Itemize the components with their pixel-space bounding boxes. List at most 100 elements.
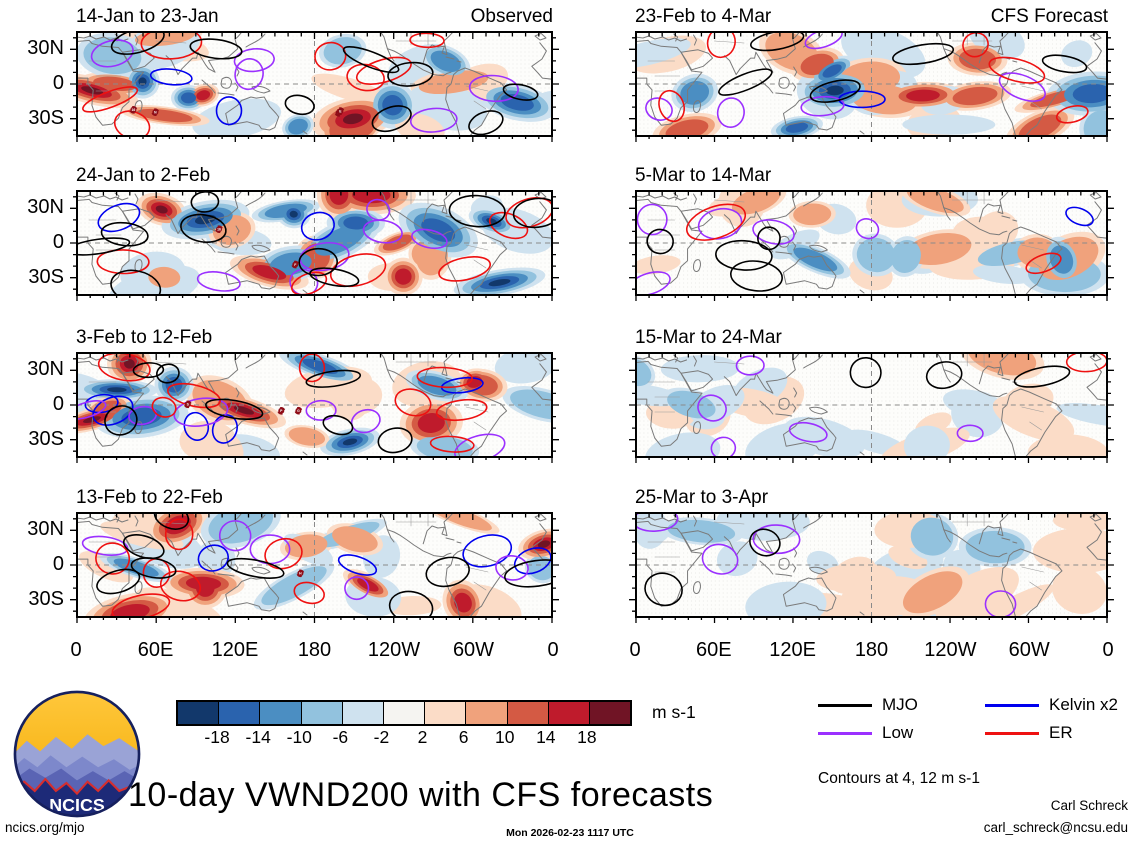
y-axis-label: 30S bbox=[28, 107, 64, 130]
panel-observed-3: 3-Feb to 12-Feb P G S bbox=[70, 324, 559, 463]
cyclone-icon: F bbox=[291, 260, 300, 269]
colorbar-cell bbox=[425, 702, 467, 724]
y-axis-label: 0 bbox=[52, 553, 64, 575]
cyclone-icon: P bbox=[277, 406, 286, 415]
map-panel: NL16E bbox=[70, 31, 559, 142]
svg-text:16: 16 bbox=[132, 108, 136, 112]
x-axis-label: 60W bbox=[1008, 639, 1050, 661]
colorbar-tick-label: 14 bbox=[536, 727, 556, 747]
map-panel bbox=[629, 512, 1114, 623]
cyclone-icon: G bbox=[294, 406, 303, 415]
site-link[interactable]: ncics.org/mjo bbox=[5, 820, 85, 835]
colorbar-cell bbox=[301, 702, 343, 724]
panel-title: 5-Mar to 14-Mar bbox=[635, 165, 772, 186]
colorbar-cell bbox=[466, 702, 508, 724]
colorbar-tick-label: 6 bbox=[458, 727, 469, 747]
panel-forecast-4: 25-Mar to 3-Apr bbox=[629, 484, 1114, 623]
panel-header: 23-Feb to 4-Mar CFS Forecast bbox=[635, 3, 1108, 29]
colorbar bbox=[176, 700, 632, 726]
x-axis-label: 0 bbox=[547, 639, 559, 661]
x-axis-label: 60E bbox=[696, 639, 732, 661]
map-panel: P G S bbox=[70, 352, 559, 463]
panel-header: 25-Mar to 3-Apr bbox=[635, 484, 1108, 510]
panel-corner-label: Observed bbox=[470, 6, 553, 27]
cyclone-icon: E bbox=[336, 107, 345, 115]
map-panel: F 16 bbox=[70, 190, 559, 301]
svg-text:N: N bbox=[154, 111, 157, 115]
panel-observed-1: 14-Jan to 23-Jan Observed NL16E bbox=[70, 3, 559, 142]
legend-line-swatch bbox=[985, 704, 1039, 707]
x-axis-label: 0 bbox=[70, 639, 82, 661]
map-panel: H bbox=[70, 512, 559, 623]
colorbar-tick-label: 10 bbox=[494, 727, 515, 747]
legend-line-swatch bbox=[985, 732, 1039, 735]
x-axis-label: 120W bbox=[924, 639, 977, 661]
author-name: Carl Schreck bbox=[1050, 798, 1128, 813]
panel-title: 3-Feb to 12-Feb bbox=[76, 327, 213, 348]
colorbar-tick-label: -2 bbox=[373, 727, 390, 747]
x-axis-label: 60E bbox=[137, 639, 174, 661]
panel-header: 15-Mar to 24-Mar bbox=[635, 324, 1108, 350]
y-axis-label: 30N bbox=[27, 517, 64, 540]
map-panel bbox=[629, 352, 1114, 463]
panel-corner-label: CFS Forecast bbox=[990, 6, 1108, 27]
panel-title: 15-Mar to 24-Mar bbox=[635, 327, 782, 348]
panel-title: 25-Mar to 3-Apr bbox=[635, 487, 769, 508]
colorbar-cell bbox=[178, 702, 220, 724]
colorbar-cell bbox=[548, 702, 590, 724]
legend-label: Kelvin x2 bbox=[1049, 695, 1118, 714]
x-axis-label: 180 bbox=[297, 639, 332, 661]
panel-header: 5-Mar to 14-Mar bbox=[635, 162, 1108, 188]
colorbar-cell bbox=[507, 702, 549, 724]
colorbar-cell bbox=[219, 702, 261, 724]
x-axis-label: 180 bbox=[854, 639, 889, 661]
colorbar-cell bbox=[383, 702, 426, 724]
cyclone-icon: H bbox=[296, 569, 305, 578]
y-axis-label: 30N bbox=[27, 357, 64, 380]
figure-title: 10-day VWND200 with CFS forecasts bbox=[128, 776, 714, 814]
cyclone-icon: 16 bbox=[215, 225, 223, 234]
x-axis-label: 120E bbox=[211, 639, 259, 661]
y-axis-label: 30S bbox=[28, 588, 64, 611]
panel-header: 24-Jan to 2-Feb bbox=[76, 162, 553, 188]
svg-text:S: S bbox=[187, 403, 190, 407]
legend-label: MJO bbox=[882, 695, 918, 714]
panel-forecast-1: 23-Feb to 4-Mar CFS Forecast bbox=[629, 3, 1114, 142]
map-panel bbox=[629, 190, 1114, 301]
colorbar-cell bbox=[260, 702, 302, 724]
panel-forecast-2: 5-Mar to 14-Mar bbox=[629, 162, 1114, 301]
legend-label: ER bbox=[1049, 723, 1073, 742]
panel-header: 3-Feb to 12-Feb bbox=[76, 324, 553, 350]
cyclone-icon: N bbox=[151, 108, 160, 117]
panel-title: 23-Feb to 4-Mar bbox=[635, 6, 772, 27]
ncics-logo: NCICS bbox=[13, 690, 141, 818]
colorbar-unit-label: m s-1 bbox=[652, 702, 696, 722]
legend-line-swatch bbox=[818, 704, 872, 707]
author-email[interactable]: carl_schreck@ncsu.edu bbox=[983, 820, 1128, 835]
logo-red-ridge bbox=[14, 777, 140, 796]
panel-title: 13-Feb to 22-Feb bbox=[76, 487, 223, 508]
panel-forecast-3: 15-Mar to 24-Mar bbox=[629, 324, 1114, 463]
contour-note: Contours at 4, 12 m s-1 bbox=[818, 770, 980, 787]
colorbar-tick-label: -10 bbox=[286, 727, 312, 747]
y-axis-label: 30N bbox=[27, 36, 64, 59]
panel-title: 24-Jan to 2-Feb bbox=[76, 165, 211, 186]
colorbar-tick-label: -18 bbox=[204, 727, 230, 747]
svg-text:16: 16 bbox=[217, 228, 221, 232]
colorbar-tick-label: 18 bbox=[577, 727, 597, 747]
logo-ring bbox=[13, 690, 141, 818]
x-axis-label: 120E bbox=[769, 639, 817, 661]
x-axis-label: 0 bbox=[629, 639, 641, 661]
svg-text:H: H bbox=[299, 572, 302, 576]
svg-text:P: P bbox=[280, 409, 283, 413]
colorbar-tick-label: 2 bbox=[417, 727, 428, 747]
y-axis-label: 30S bbox=[28, 266, 64, 289]
svg-text:F: F bbox=[294, 263, 296, 267]
x-axis-label: 0 bbox=[1102, 639, 1114, 661]
colorbar-tick-label: -14 bbox=[245, 727, 271, 747]
x-axis-label: 60W bbox=[452, 639, 495, 661]
y-axis-label: 0 bbox=[52, 72, 64, 94]
colorbar-tick-label: -6 bbox=[332, 727, 349, 747]
logo-text: NCICS bbox=[49, 795, 105, 815]
